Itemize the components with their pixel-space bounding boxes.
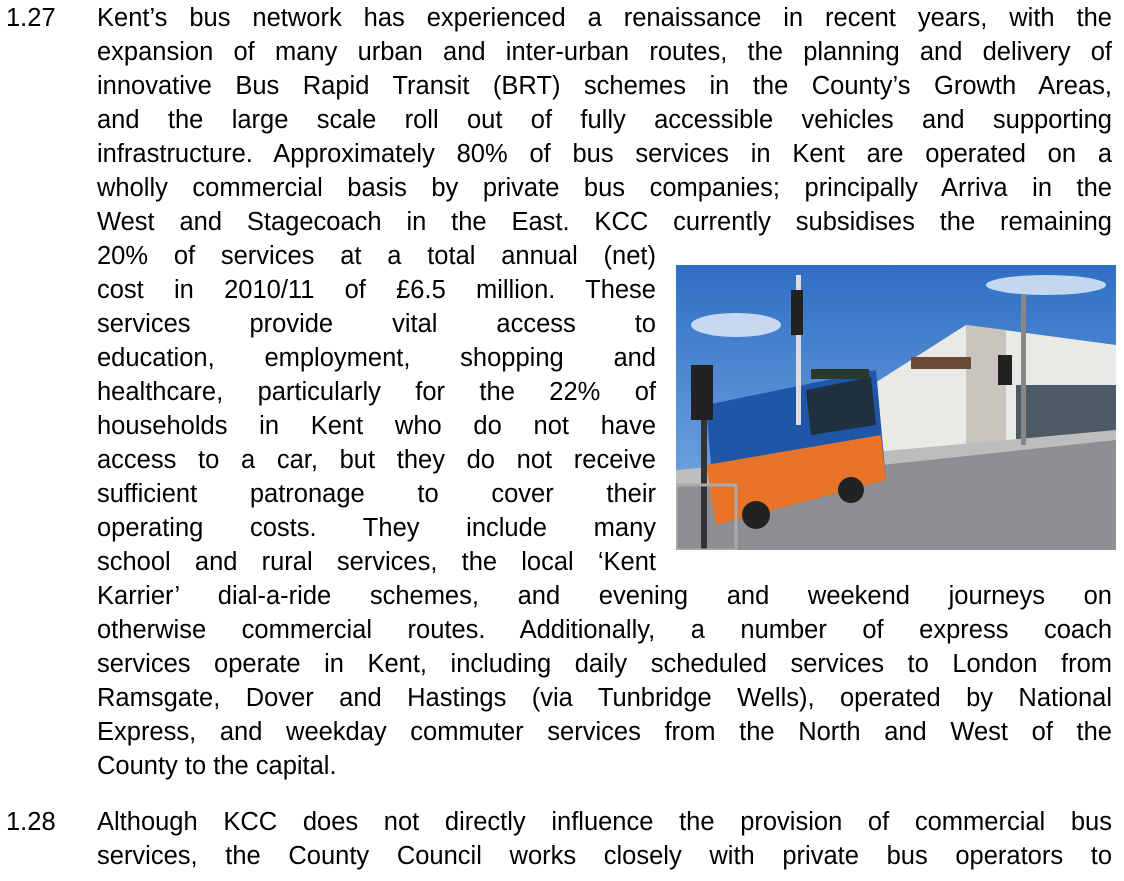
text-line: Karrier’ dial-a-ride schemes, and evenin… bbox=[97, 582, 1112, 610]
text-line: 20% of services at a total annual (net) bbox=[97, 242, 656, 270]
text-line: households in Kent who do not have bbox=[97, 412, 656, 440]
text-line: sufficient patronage to cover their bbox=[97, 480, 656, 508]
text-line: Ramsgate, Dover and Hastings (via Tunbri… bbox=[97, 684, 1112, 712]
text-line: services, the County Council works close… bbox=[97, 842, 1112, 870]
text-line: Kent’s bus network has experienced a ren… bbox=[97, 4, 1112, 32]
text-line: otherwise commercial routes. Additionall… bbox=[97, 616, 1112, 644]
bus-photo bbox=[676, 265, 1116, 550]
text-line: healthcare, particularly for the 22% of bbox=[97, 378, 656, 406]
text-line: access to a car, but they do not receive bbox=[97, 446, 656, 474]
text-line: innovative Bus Rapid Transit (BRT) schem… bbox=[97, 72, 1112, 100]
text-line: wholly commercial basis by private bus c… bbox=[97, 174, 1112, 202]
text-line: County to the capital. bbox=[97, 752, 337, 780]
text-line: expansion of many urban and inter-urban … bbox=[97, 38, 1112, 66]
text-line: services provide vital access to bbox=[97, 310, 656, 338]
text-line: services operate in Kent, including dail… bbox=[97, 650, 1112, 678]
text-line: Although KCC does not directly influence… bbox=[97, 808, 1112, 836]
paragraph-number: 1.27 bbox=[6, 4, 56, 32]
text-line: operating costs. They include many bbox=[97, 514, 656, 542]
text-line: West and Stagecoach in the East. KCC cur… bbox=[97, 208, 1112, 236]
text-line: Express, and weekday commuter services f… bbox=[97, 718, 1112, 746]
text-line: infrastructure. Approximately 80% of bus… bbox=[97, 140, 1112, 168]
paragraph-number: 1.28 bbox=[6, 808, 56, 836]
text-line: cost in 2010/11 of £6.5 million. These bbox=[97, 276, 656, 304]
text-line: education, employment, shopping and bbox=[97, 344, 656, 372]
text-line: and the large scale roll out of fully ac… bbox=[97, 106, 1112, 134]
text-line: school and rural services, the local ‘Ke… bbox=[97, 548, 656, 576]
